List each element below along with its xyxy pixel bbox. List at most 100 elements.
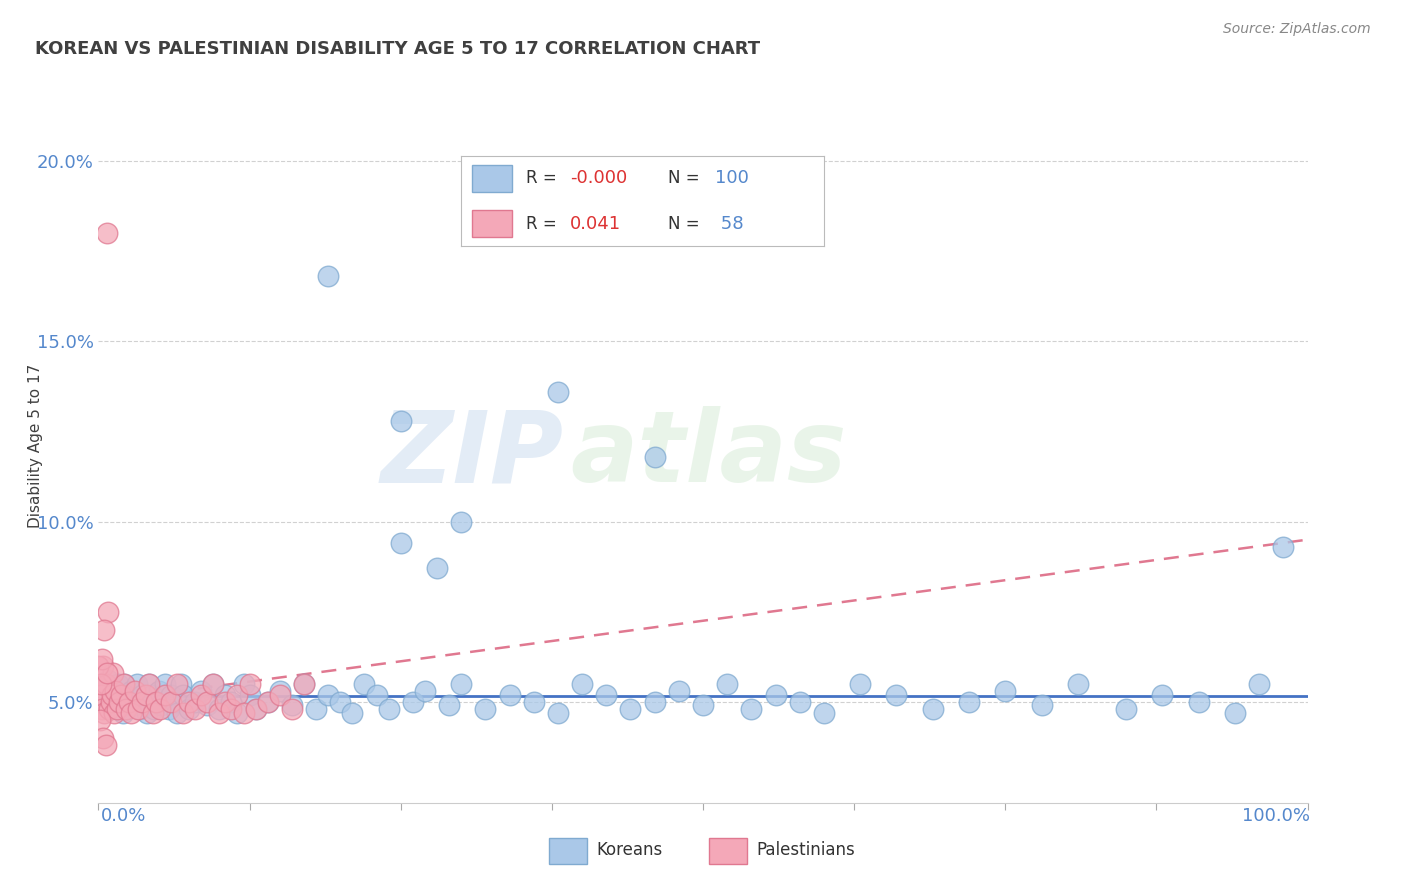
Point [108,688,131,702]
Point [138,677,160,691]
Point [1152,688,1174,702]
Point [329,695,352,709]
Point [110,695,132,709]
Text: 100: 100 [716,169,749,187]
Text: -0.000: -0.000 [569,169,627,187]
Point [153,688,176,702]
Point [226,688,249,702]
Point [145,695,167,709]
Point [226,706,249,720]
Point [239,688,262,702]
Point [172,688,194,702]
Point [179,702,201,716]
Point [97,673,120,688]
Point [96,226,118,240]
Point [101,666,124,681]
Point [305,702,328,716]
Point [1067,677,1090,691]
Point [100,688,122,702]
Text: Palestinians: Palestinians [756,840,855,859]
Point [571,677,593,691]
Point [179,695,201,709]
Point [101,691,124,706]
Point [90,677,112,691]
Point [143,702,166,716]
Point [214,688,236,702]
Point [172,706,194,720]
Point [160,695,183,709]
Point [131,695,153,709]
Point [115,702,138,716]
Point [692,698,714,713]
Point [100,695,122,709]
Point [316,269,339,284]
FancyBboxPatch shape [709,838,747,863]
Point [112,677,135,691]
Point [118,695,141,709]
Point [202,677,225,691]
Point [103,706,125,720]
Point [91,651,114,665]
Point [93,623,115,637]
Point [91,677,114,691]
Point [115,702,138,716]
Point [134,695,156,709]
Point [127,677,149,691]
Point [169,677,191,691]
Text: Source: ZipAtlas.com: Source: ZipAtlas.com [1223,22,1371,37]
Point [389,414,412,428]
Point [160,688,183,702]
Point [281,702,304,716]
Point [135,688,157,702]
Point [292,677,315,691]
Point [103,684,125,698]
Point [1223,706,1246,720]
Point [108,695,131,709]
Point [114,688,136,702]
Point [1031,698,1053,713]
Point [163,695,186,709]
Point [94,677,117,691]
Point [87,658,110,673]
Point [195,695,218,709]
Point [221,695,243,709]
Point [740,702,762,716]
Point [89,713,111,727]
Point [120,684,142,698]
Text: KOREAN VS PALESTINIAN DISABILITY AGE 5 TO 17 CORRELATION CHART: KOREAN VS PALESTINIAN DISABILITY AGE 5 T… [35,40,761,58]
Point [184,702,207,716]
Point [886,688,908,702]
Point [141,688,163,702]
Point [413,684,436,698]
Point [90,688,112,702]
Point [142,706,165,720]
Text: N =: N = [668,215,700,233]
Point [214,695,236,709]
Point [190,688,212,702]
Point [128,702,150,716]
Point [239,677,262,691]
Point [221,702,243,716]
Point [644,695,666,709]
FancyBboxPatch shape [548,838,586,863]
Point [91,731,114,745]
Point [316,688,339,702]
Point [921,702,943,716]
Point [148,684,170,698]
Point [149,702,172,716]
Point [208,706,231,720]
Point [98,702,121,716]
Point [202,677,225,691]
Point [145,695,167,709]
Point [232,677,254,691]
Point [100,681,122,695]
Point [107,677,129,691]
Point [166,706,188,720]
Point [1115,702,1137,716]
Text: 58: 58 [716,215,744,233]
Point [353,677,375,691]
Point [450,677,472,691]
FancyBboxPatch shape [472,165,512,192]
Point [138,677,160,691]
Point [124,684,146,698]
